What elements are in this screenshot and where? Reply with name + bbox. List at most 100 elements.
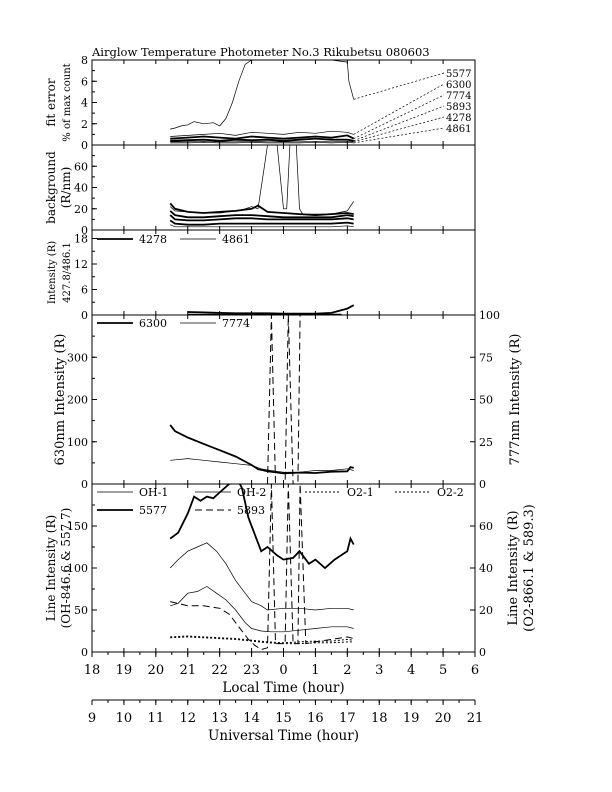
- y-tick-label: 300: [67, 351, 88, 364]
- y-tick-label: 0: [81, 139, 88, 152]
- y-tick-label: 12: [74, 258, 88, 271]
- y-axis-label: fit error: [44, 78, 58, 126]
- series-right-label: 5577: [446, 69, 471, 80]
- series-line-4278: [170, 140, 354, 143]
- series-right-label: 5893: [446, 102, 471, 113]
- series-line-4861: [170, 141, 354, 144]
- y-right-tick-label: 20: [479, 604, 493, 617]
- legend-label: 4861: [222, 233, 250, 246]
- series-right-label: 7774: [446, 91, 471, 102]
- y-right-axis-label: 777nm Intensity (R): [508, 334, 523, 466]
- x-tick-label: 11: [148, 711, 165, 726]
- x-axis-universal: 9 10 11 12 13 14 15 16 17 18 19 20 21 Universal Time …: [88, 699, 484, 744]
- legend-item: OH-1: [97, 486, 168, 499]
- x-tick-label: 0: [279, 663, 287, 678]
- series-group: [169, 145, 354, 228]
- series-line-4861: [187, 313, 343, 315]
- series-group: [169, 315, 354, 484]
- series-line-4278: [187, 304, 355, 315]
- series-group: [187, 304, 355, 315]
- series-line-spikes: [267, 315, 301, 484]
- legend-label: 6300: [139, 317, 167, 330]
- y-tick-label: 0: [81, 224, 88, 237]
- x-tick-label: 12: [179, 711, 196, 726]
- y-tick-label: 200: [67, 394, 88, 407]
- x-tick-label: 13: [211, 711, 228, 726]
- label-leader-line: [353, 105, 445, 142]
- panel-intensity_4278_4861: 0 6 12 18 Intensity (R) 427.8/486.1 4278 4861: [47, 229, 476, 322]
- x-tick-label: 18: [84, 663, 101, 678]
- y-tick-label: 0: [81, 646, 88, 659]
- y-right-tick-label: 60: [479, 520, 493, 533]
- panel-background: 0 20 40 60 background (R/nm): [44, 144, 476, 237]
- x-axis-label: Local Time (hour): [222, 680, 344, 696]
- y-axis-label: Intensity (R): [47, 241, 58, 304]
- legend-label: OH-2: [237, 486, 266, 499]
- series-line-bg-c: [169, 210, 354, 219]
- y-axis-label: background: [44, 151, 58, 224]
- x-tick-label: 10: [116, 711, 133, 726]
- y-right-tick-label: 0: [479, 478, 486, 491]
- series-line-5893: [170, 484, 354, 651]
- legend-item: 6300: [97, 317, 167, 330]
- series-line-7774: [170, 134, 355, 140]
- y-axis-label: Line Intensity (R): [44, 515, 58, 621]
- legend-label: 4278: [139, 233, 167, 246]
- x-tick-label: 20: [148, 663, 165, 678]
- y-tick-label: 6: [81, 284, 88, 297]
- y-axis-label-2: % of max count: [62, 63, 73, 141]
- series-line-6300: [169, 424, 354, 475]
- legend-item: 5577: [97, 504, 167, 517]
- series-line-OH-2: [170, 586, 354, 633]
- x-tick-label: 22: [211, 663, 228, 678]
- x-tick-label: 3: [375, 663, 383, 678]
- label-leader-line: [353, 116, 445, 143]
- legend-item: O2-1: [305, 486, 374, 499]
- legend-label: 5577: [139, 504, 167, 517]
- y-axis-label-2: (R/nm): [59, 167, 73, 209]
- x-tick-label: 23: [243, 663, 260, 678]
- series-line-OH-1: [169, 542, 354, 611]
- y-tick-label: 2: [81, 118, 88, 131]
- series-group: [170, 60, 355, 144]
- y-right-axis-label-2: (O2-866.1 & 589.3): [522, 504, 537, 632]
- legend-label: O2-2: [437, 486, 464, 499]
- y-tick-label: 0: [81, 309, 88, 322]
- x-tick-label: 6: [471, 663, 479, 678]
- x-tick-label: 21: [467, 711, 484, 726]
- x-tick-label: 5: [439, 663, 447, 678]
- series-line-6300: [170, 130, 354, 137]
- label-leader-line: [353, 72, 445, 100]
- series-right-label: 4861: [446, 124, 471, 135]
- x-tick-label: 16: [307, 711, 324, 726]
- x-tick-label: 15: [275, 711, 292, 726]
- chart-title: Airglow Temperature Photometer No.3 Riku…: [91, 45, 430, 59]
- label-leader-line: [353, 127, 445, 144]
- x-tick-label: 19: [116, 663, 133, 678]
- series-right-label: 4278: [446, 113, 471, 124]
- y-right-tick-label: 50: [479, 394, 493, 407]
- y-tick-label: 40: [74, 182, 88, 195]
- y-tick-label: 18: [74, 233, 88, 246]
- y-tick-label: 50: [74, 604, 88, 617]
- x-tick-label: 17: [339, 711, 356, 726]
- legend-item: O2-2: [395, 486, 464, 499]
- x-tick-label: 20: [435, 711, 452, 726]
- series-line-5893: [170, 137, 354, 142]
- legend-item: 5893: [195, 504, 265, 517]
- y-tick-label: 8: [81, 54, 88, 67]
- y-right-tick-label: 100: [479, 309, 500, 322]
- series-line-bg-a: [169, 145, 354, 215]
- y-tick-label: 0: [81, 478, 88, 491]
- y-tick-label: 6: [81, 75, 88, 88]
- label-leader-line: [353, 83, 445, 135]
- y-axis-label-2: 427.8/486.1: [62, 242, 73, 303]
- y-tick-label: 100: [67, 562, 88, 575]
- x-tick-label: 2: [343, 663, 351, 678]
- x-tick-label: 9: [88, 711, 96, 726]
- series-right-label: 6300: [446, 80, 471, 91]
